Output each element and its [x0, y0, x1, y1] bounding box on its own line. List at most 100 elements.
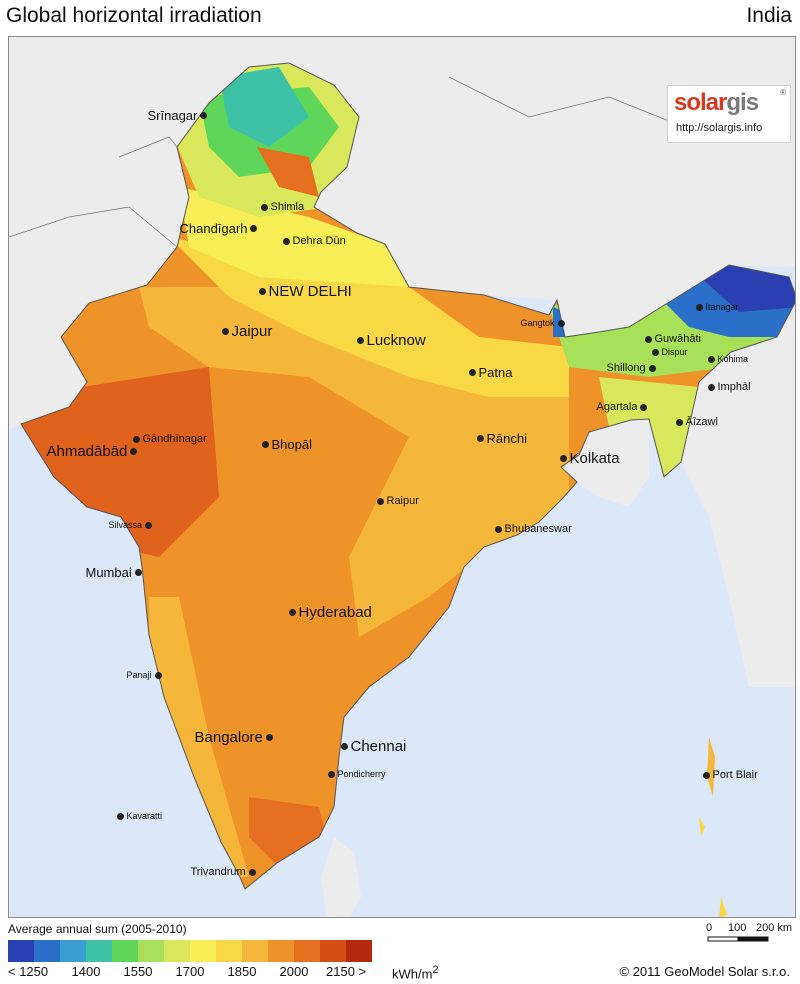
city-dot: [282, 237, 290, 245]
city-label: Srīnagar: [147, 107, 198, 123]
city-dot: [640, 403, 648, 411]
city-label: Raipur: [386, 495, 419, 507]
legend-label: 1700: [175, 964, 205, 979]
city-marker[interactable]: NEW DELHI: [258, 283, 352, 300]
city-dot: [559, 454, 567, 462]
city-label: Jaipur: [231, 322, 273, 340]
city-marker[interactable]: Kavaratti: [116, 811, 162, 821]
city-dot: [132, 435, 140, 443]
city-dot: [116, 812, 124, 820]
city-label: Kohima: [717, 354, 749, 364]
city-marker[interactable]: Dispur: [651, 347, 688, 357]
city-label: Chennai: [350, 737, 407, 755]
city-label: Ahmadābād: [46, 442, 128, 460]
legend-swatch: [8, 940, 34, 962]
city-dot: [557, 319, 565, 327]
city-marker[interactable]: Gāndhīnagar: [132, 433, 207, 445]
city-marker[interactable]: Chandīgarh: [180, 221, 258, 236]
city-marker[interactable]: Imphāl: [707, 381, 751, 393]
city-marker[interactable]: Shimla: [260, 201, 304, 213]
city-label: Imphāl: [717, 381, 751, 393]
legend-swatch: [112, 940, 138, 962]
city-marker[interactable]: Kolkata: [559, 449, 620, 467]
city-label: Panaji: [126, 670, 152, 680]
city-marker[interactable]: Lucknow: [356, 331, 426, 349]
city-label: Agartala: [596, 401, 638, 413]
city-marker[interactable]: Trivandrum: [191, 866, 256, 878]
city-label: Āīzawl: [685, 416, 718, 428]
scale-label-0: 0: [706, 922, 713, 934]
city-dot: [288, 608, 296, 616]
city-label: Silvassa: [108, 520, 143, 530]
city-dot: [702, 771, 710, 779]
city-marker[interactable]: Bangalore: [195, 729, 273, 746]
city-label: Bhubaneswar: [504, 523, 572, 535]
city-marker[interactable]: Guwāhāti: [644, 333, 701, 345]
legend-swatch: [346, 940, 372, 962]
city-marker[interactable]: Jaipur: [221, 322, 273, 340]
legend-label: 2000: [279, 964, 309, 979]
city-dot: [376, 497, 384, 505]
city-marker[interactable]: Chennai: [340, 737, 407, 755]
city-marker[interactable]: Hyderabad: [288, 603, 372, 621]
region-label: India: [746, 4, 792, 27]
legend-label: < 1250: [8, 964, 49, 979]
city-marker[interactable]: Port Blair: [702, 769, 758, 781]
city-dot: [258, 287, 266, 295]
city-dot: [327, 770, 335, 778]
city-label: Bangalore: [194, 728, 263, 746]
city-dot: [644, 335, 652, 343]
legend-label: 1550: [123, 964, 153, 979]
city-marker[interactable]: Panaji: [127, 670, 162, 680]
solargis-logo[interactable]: solargis ® http://solargis.info: [667, 85, 791, 143]
city-marker[interactable]: Raipur: [376, 495, 419, 507]
city-marker[interactable]: Dehra Dūn: [282, 235, 346, 247]
city-dot: [695, 303, 703, 311]
city-marker[interactable]: Silvassa: [109, 520, 153, 530]
city-marker[interactable]: Srīnagar: [148, 108, 208, 123]
city-dot: [648, 364, 656, 372]
city-marker[interactable]: Agartala: [597, 401, 648, 413]
city-label: Patna: [478, 364, 513, 380]
legend-swatch: [34, 940, 60, 962]
city-label: Gangtok: [520, 318, 555, 328]
city-dot: [356, 336, 364, 344]
city-marker[interactable]: Kohima: [707, 354, 749, 364]
legend-swatch: [268, 940, 294, 962]
legend-label: 1400: [71, 964, 101, 979]
city-marker[interactable]: Shillong: [607, 362, 656, 374]
city-marker[interactable]: Gangtok: [521, 318, 565, 328]
map-frame[interactable]: solargis ® http://solargis.info Srīnagar…: [8, 36, 796, 918]
india-irradiation-map: [9, 37, 795, 917]
city-dot: [221, 327, 229, 335]
city-marker[interactable]: Patna: [468, 364, 513, 380]
scale-label-100: 100: [728, 922, 747, 934]
city-marker[interactable]: Bhubaneswar: [494, 523, 572, 535]
city-marker[interactable]: Pondicherry: [327, 769, 386, 779]
legend-color-bar: [8, 940, 372, 962]
city-label: Hyderabad: [298, 603, 372, 621]
city-marker[interactable]: Mumbai: [86, 565, 142, 580]
city-label: Kolkata: [569, 449, 620, 467]
city-marker[interactable]: Āīzawl: [675, 416, 718, 428]
legend-unit: kWh/m2: [392, 964, 439, 982]
city-dot: [250, 224, 258, 232]
city-dot: [707, 383, 715, 391]
city-dot: [248, 868, 256, 876]
city-dot: [265, 733, 273, 741]
legend-swatch: [242, 940, 268, 962]
city-marker[interactable]: Itanagar: [695, 302, 739, 312]
city-label: Gāndhīnagar: [142, 433, 207, 445]
solargis-url[interactable]: http://solargis.info: [676, 122, 763, 134]
city-marker[interactable]: Bhopāl: [261, 437, 312, 452]
city-marker[interactable]: Rānchi: [476, 431, 527, 446]
legend-title: Average annual sum (2005-2010): [8, 922, 187, 936]
registered-mark: ®: [780, 88, 786, 97]
legend-swatch: [60, 940, 86, 962]
city-label: Dehra Dūn: [292, 235, 346, 247]
city-dot: [675, 418, 683, 426]
city-marker[interactable]: Ahmadābād: [47, 443, 138, 460]
scale-bar-graphic: [707, 936, 769, 942]
map-title: Global horizontal irradiation: [6, 4, 262, 27]
city-label: Lucknow: [366, 331, 426, 349]
